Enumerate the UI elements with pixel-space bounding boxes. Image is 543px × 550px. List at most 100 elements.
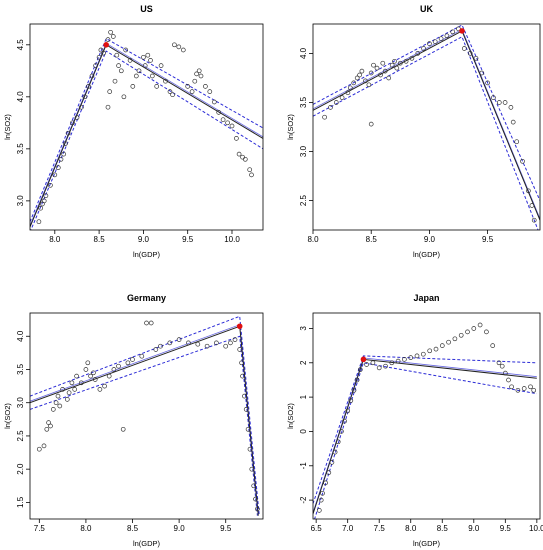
data-point — [392, 58, 397, 64]
data-point — [123, 47, 129, 53]
data-point — [86, 84, 91, 89]
data-point — [491, 95, 496, 100]
panel-uk: UK 8.0 8.5 9.0 9.5 2.5 3.0 3.5 4.0 ln(GDP) ln(SO2) — [286, 4, 541, 259]
x-tick-label: 8.0 — [80, 524, 92, 533]
data-point — [41, 443, 47, 449]
lower-band-line — [314, 362, 537, 519]
panel-title: Japan — [413, 293, 439, 303]
data-point — [479, 70, 485, 76]
data-point — [106, 373, 112, 379]
data-point — [397, 60, 403, 66]
data-point — [386, 75, 392, 81]
fit-line-blue — [313, 357, 537, 513]
data-point — [318, 497, 324, 503]
y-tick-label: 3.0 — [16, 195, 25, 207]
breakpoint-marker — [459, 28, 465, 34]
data-point — [345, 90, 351, 96]
data-point — [465, 329, 470, 335]
data-point — [64, 397, 70, 402]
lower-band-line — [30, 50, 263, 230]
data-point — [467, 51, 473, 56]
data-point — [421, 46, 426, 51]
data-point — [510, 119, 516, 125]
fit-line — [313, 358, 537, 515]
data-point — [374, 65, 380, 71]
data-point — [484, 329, 489, 335]
y-axis-label: ln(SO2) — [3, 403, 12, 429]
data-point — [380, 60, 386, 66]
upper-band-line — [313, 24, 540, 201]
x-axis-label: ln(GDP) — [133, 539, 161, 548]
data-point — [58, 156, 64, 162]
data-point — [438, 36, 444, 42]
y-axis-label: ln(SO2) — [3, 114, 12, 140]
x-axis-label: ln(GDP) — [413, 250, 441, 259]
data-point — [249, 466, 255, 472]
data-point — [363, 78, 368, 84]
breakpoint-marker — [360, 356, 367, 363]
data-point — [96, 54, 102, 60]
data-point — [461, 46, 467, 51]
x-tick-label: 9.5 — [500, 524, 512, 533]
data-point — [43, 193, 49, 199]
data-point — [82, 94, 88, 100]
data-point — [145, 52, 151, 58]
x-tick-label: 10.0 — [529, 524, 543, 533]
data-point — [326, 470, 332, 475]
fit-line — [313, 30, 540, 221]
x-tick-label: 9.0 — [424, 235, 436, 244]
data-point — [378, 72, 383, 78]
data-point — [253, 496, 258, 502]
data-point — [255, 506, 260, 512]
data-point — [60, 387, 65, 392]
data-point — [186, 340, 191, 346]
data-point — [225, 120, 230, 126]
y-tick-label: 3.5 — [16, 363, 25, 375]
panel-us: US 8.0 8.5 9.0 9.5 10.0 3.0 3.5 4.0 4.5 ln(GDP) ln(… — [3, 4, 264, 259]
x-tick-label: 8.0 — [49, 235, 61, 244]
data-point — [127, 58, 133, 63]
data-point — [485, 80, 490, 86]
x-tick-label: 9.5 — [482, 235, 494, 244]
data-point — [72, 387, 78, 392]
data-point — [44, 426, 50, 432]
data-point — [528, 384, 533, 390]
y-tick-label: 3.0 — [299, 145, 308, 157]
data-point — [223, 343, 229, 349]
data-point — [359, 68, 365, 74]
data-point — [237, 347, 243, 352]
data-point — [176, 44, 182, 50]
y-tick-label: 3.5 — [299, 96, 308, 108]
data-point — [370, 360, 376, 366]
data-point — [394, 65, 400, 71]
data-point — [93, 63, 98, 68]
fit-line-blue — [30, 42, 263, 226]
x-tick-label: 9.0 — [174, 524, 186, 533]
data-point — [439, 343, 445, 348]
y-tick-label: 3 — [299, 326, 308, 331]
data-point — [368, 70, 374, 76]
data-point — [170, 92, 175, 98]
data-point — [79, 104, 84, 110]
data-point — [83, 367, 89, 372]
y-axis-label: ln(SO2) — [286, 403, 295, 429]
data-point — [195, 341, 201, 347]
upper-band-line — [30, 315, 260, 516]
data-point — [111, 367, 117, 372]
y-tick-label: 3.5 — [16, 143, 25, 155]
data-point — [91, 370, 96, 376]
data-point — [328, 105, 333, 110]
y-axis-label: ln(SO2) — [286, 114, 295, 140]
data-point — [402, 357, 407, 362]
x-tick-label: 8.0 — [405, 524, 417, 533]
data-point — [342, 418, 347, 424]
y-tick-label: -2 — [299, 496, 308, 504]
y-tick-label: -1 — [299, 462, 308, 470]
data-point — [207, 89, 213, 94]
plot-frame — [312, 23, 541, 231]
data-point — [97, 387, 103, 392]
data-point — [36, 446, 42, 452]
data-point — [69, 380, 75, 386]
data-point — [204, 343, 210, 349]
